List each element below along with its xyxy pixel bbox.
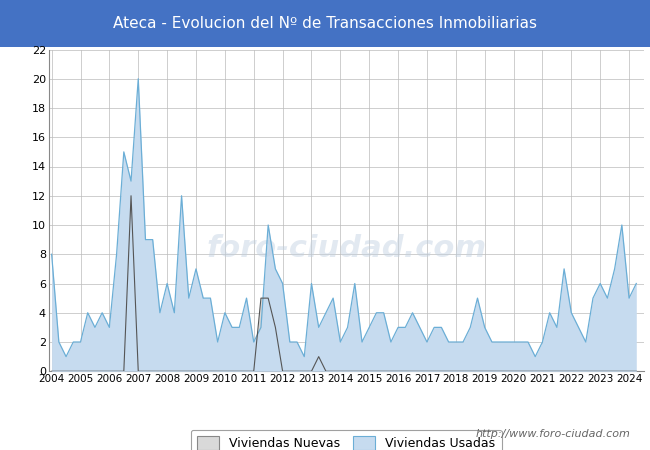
Legend: Viviendas Nuevas, Viviendas Usadas: Viviendas Nuevas, Viviendas Usadas [190,430,502,450]
Text: http://www.foro-ciudad.com: http://www.foro-ciudad.com [476,429,630,439]
Text: Ateca - Evolucion del Nº de Transacciones Inmobiliarias: Ateca - Evolucion del Nº de Transaccione… [113,16,537,31]
Text: foro-ciudad.com: foro-ciudad.com [206,234,486,264]
